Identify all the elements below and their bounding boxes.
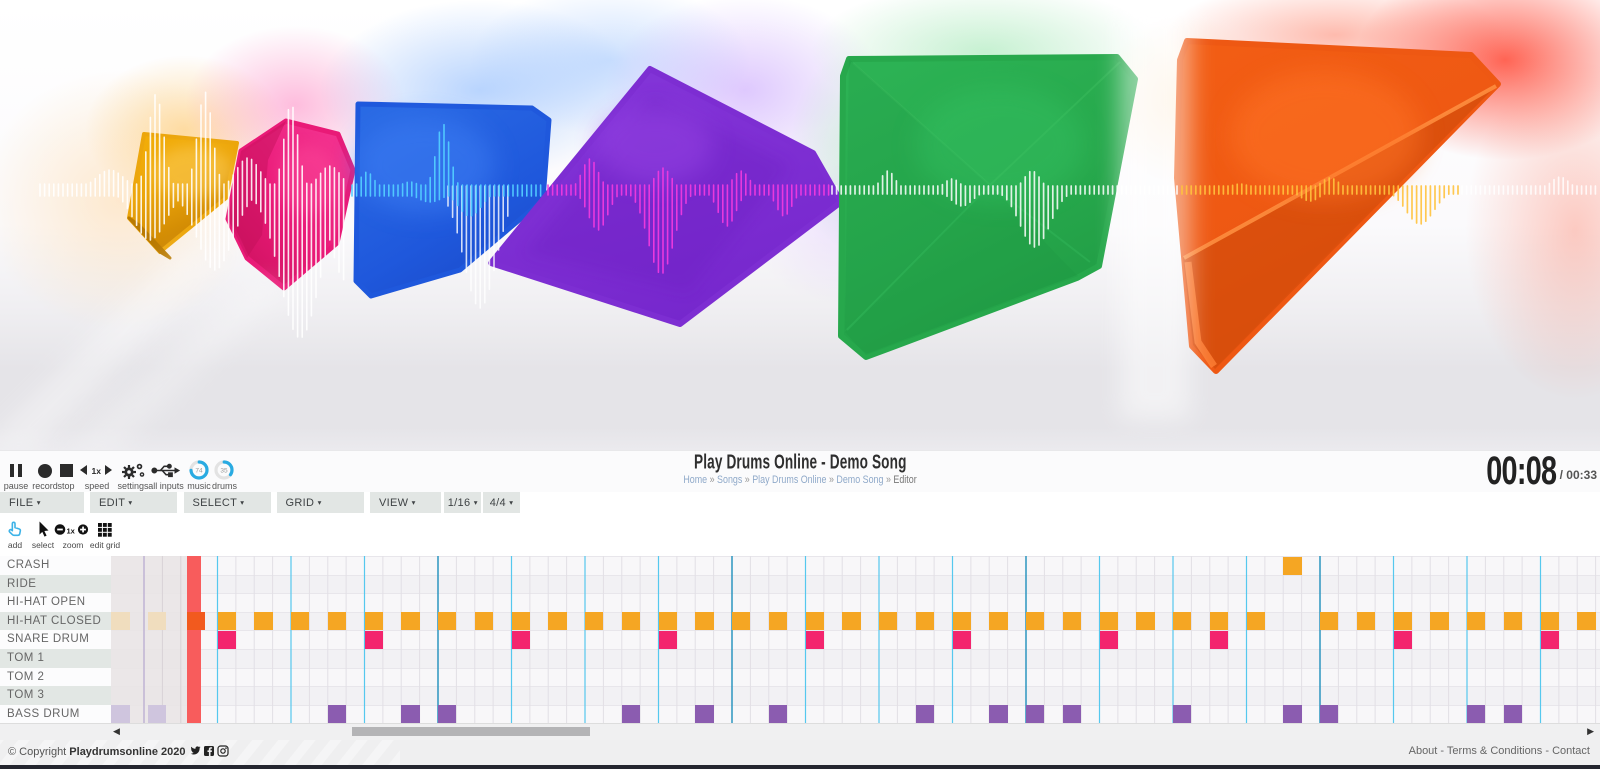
svg-text:35: 35	[220, 468, 228, 475]
svg-text:74: 74	[195, 468, 203, 475]
svg-text:1x: 1x	[67, 527, 76, 536]
